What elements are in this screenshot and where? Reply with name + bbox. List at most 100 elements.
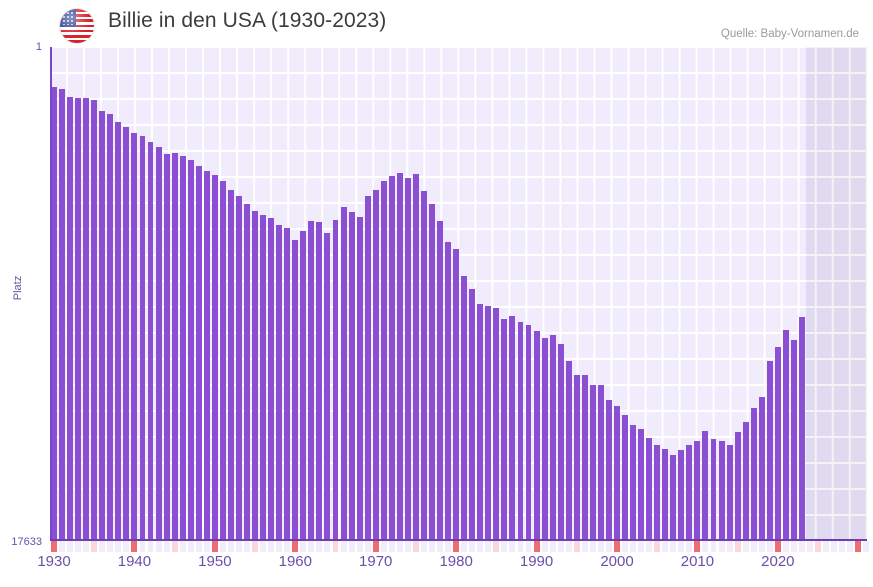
bar-1936[interactable] (99, 111, 106, 541)
bar-1957[interactable] (268, 218, 275, 541)
bar-1990[interactable] (533, 331, 540, 541)
bar-2021[interactable] (782, 329, 789, 541)
bar-1967[interactable] (348, 212, 355, 541)
bar-1976[interactable] (421, 190, 427, 541)
bar-2020[interactable] (774, 346, 781, 541)
bar-1948[interactable] (195, 166, 202, 541)
bar-1973[interactable] (396, 172, 403, 541)
bar-1949[interactable] (203, 171, 210, 541)
bar-1988[interactable] (517, 322, 524, 541)
bar-1937[interactable] (107, 114, 114, 541)
bar-1950[interactable] (211, 175, 218, 541)
bar-1953[interactable] (236, 196, 242, 541)
bar-1975[interactable] (412, 173, 419, 541)
x-tick-1987 (509, 541, 516, 552)
bar-1944[interactable] (163, 154, 170, 541)
bar-2022[interactable] (790, 339, 797, 541)
bar-1956[interactable] (260, 214, 267, 541)
bar-2002[interactable] (630, 425, 637, 541)
bar-1968[interactable] (356, 216, 363, 541)
bar-1951[interactable] (219, 181, 226, 541)
x-tick-1938 (115, 541, 122, 552)
bar-1952[interactable] (227, 190, 234, 541)
bar-1935[interactable] (91, 99, 98, 541)
bar-1996[interactable] (581, 374, 588, 541)
bar-1960[interactable] (292, 240, 299, 541)
bar-1931[interactable] (59, 89, 66, 541)
bar-1959[interactable] (284, 227, 291, 541)
bar-1974[interactable] (404, 177, 411, 541)
bar-2009[interactable] (686, 444, 693, 541)
bar-1963[interactable] (316, 221, 323, 541)
bar-1946[interactable] (179, 156, 186, 541)
bar-1983[interactable] (477, 304, 484, 541)
bar-1977[interactable] (429, 204, 435, 541)
x-tick-1947 (187, 541, 194, 552)
bar-1942[interactable] (147, 142, 154, 541)
bar-2011[interactable] (702, 430, 709, 541)
bar-2015[interactable] (734, 432, 741, 541)
bar-2007[interactable] (670, 454, 677, 541)
bar-2017[interactable] (750, 408, 757, 541)
bar-1984[interactable] (485, 306, 492, 541)
bar-1958[interactable] (276, 224, 283, 541)
bar-2000[interactable] (614, 405, 620, 541)
bar-1945[interactable] (171, 153, 178, 541)
bar-1985[interactable] (493, 308, 500, 541)
bar-1995[interactable] (573, 374, 580, 541)
bar-1940[interactable] (131, 133, 138, 541)
bar-1971[interactable] (380, 181, 387, 541)
x-tick-1944 (163, 541, 170, 552)
bar-2023[interactable] (799, 317, 805, 541)
bar-1998[interactable] (597, 384, 604, 541)
bar-1997[interactable] (589, 384, 596, 541)
bar-2004[interactable] (646, 437, 653, 541)
bar-2019[interactable] (766, 360, 773, 541)
bar-1980[interactable] (453, 248, 460, 541)
bar-1986[interactable] (501, 318, 508, 541)
bar-1932[interactable] (67, 96, 74, 541)
bar-1930[interactable] (51, 87, 57, 541)
bar-1933[interactable] (75, 97, 82, 541)
bar-1979[interactable] (445, 242, 452, 541)
bar-1964[interactable] (324, 233, 331, 541)
bar-1934[interactable] (83, 97, 90, 541)
bar-1999[interactable] (605, 400, 612, 541)
bar-1994[interactable] (565, 360, 572, 541)
x-axis-label-2020: 2020 (761, 553, 795, 570)
bar-1961[interactable] (300, 230, 307, 541)
bar-1987[interactable] (509, 315, 516, 541)
bar-1981[interactable] (461, 275, 468, 541)
bar-1965[interactable] (332, 219, 339, 541)
bar-1943[interactable] (155, 147, 162, 541)
bar-2014[interactable] (726, 444, 733, 541)
bar-1954[interactable] (244, 204, 250, 541)
bar-2012[interactable] (710, 439, 717, 541)
bar-1972[interactable] (388, 175, 395, 541)
bar-2005[interactable] (654, 444, 661, 541)
bar-2013[interactable] (718, 440, 725, 541)
bar-2003[interactable] (638, 429, 645, 541)
bar-1955[interactable] (252, 210, 259, 541)
bar-1970[interactable] (372, 189, 379, 541)
bar-1989[interactable] (525, 325, 532, 541)
bar-1969[interactable] (364, 196, 371, 541)
bar-1992[interactable] (549, 335, 556, 541)
chart-header: Billie in den USA (1930-2023) Quelle: Ba… (0, 0, 873, 47)
bar-1941[interactable] (139, 136, 146, 541)
bar-2016[interactable] (742, 422, 749, 541)
bar-1939[interactable] (123, 127, 130, 541)
bar-2001[interactable] (622, 415, 628, 541)
bar-2006[interactable] (662, 449, 669, 541)
bar-1978[interactable] (437, 221, 444, 541)
bar-1966[interactable] (340, 207, 347, 541)
bar-2018[interactable] (758, 397, 765, 541)
bar-2008[interactable] (678, 450, 685, 541)
bar-1938[interactable] (115, 122, 122, 541)
bar-1993[interactable] (557, 343, 564, 541)
bar-1982[interactable] (469, 289, 476, 541)
bar-1991[interactable] (541, 337, 548, 541)
bar-2010[interactable] (694, 440, 701, 541)
bar-1962[interactable] (308, 221, 315, 541)
bar-1947[interactable] (187, 159, 194, 541)
